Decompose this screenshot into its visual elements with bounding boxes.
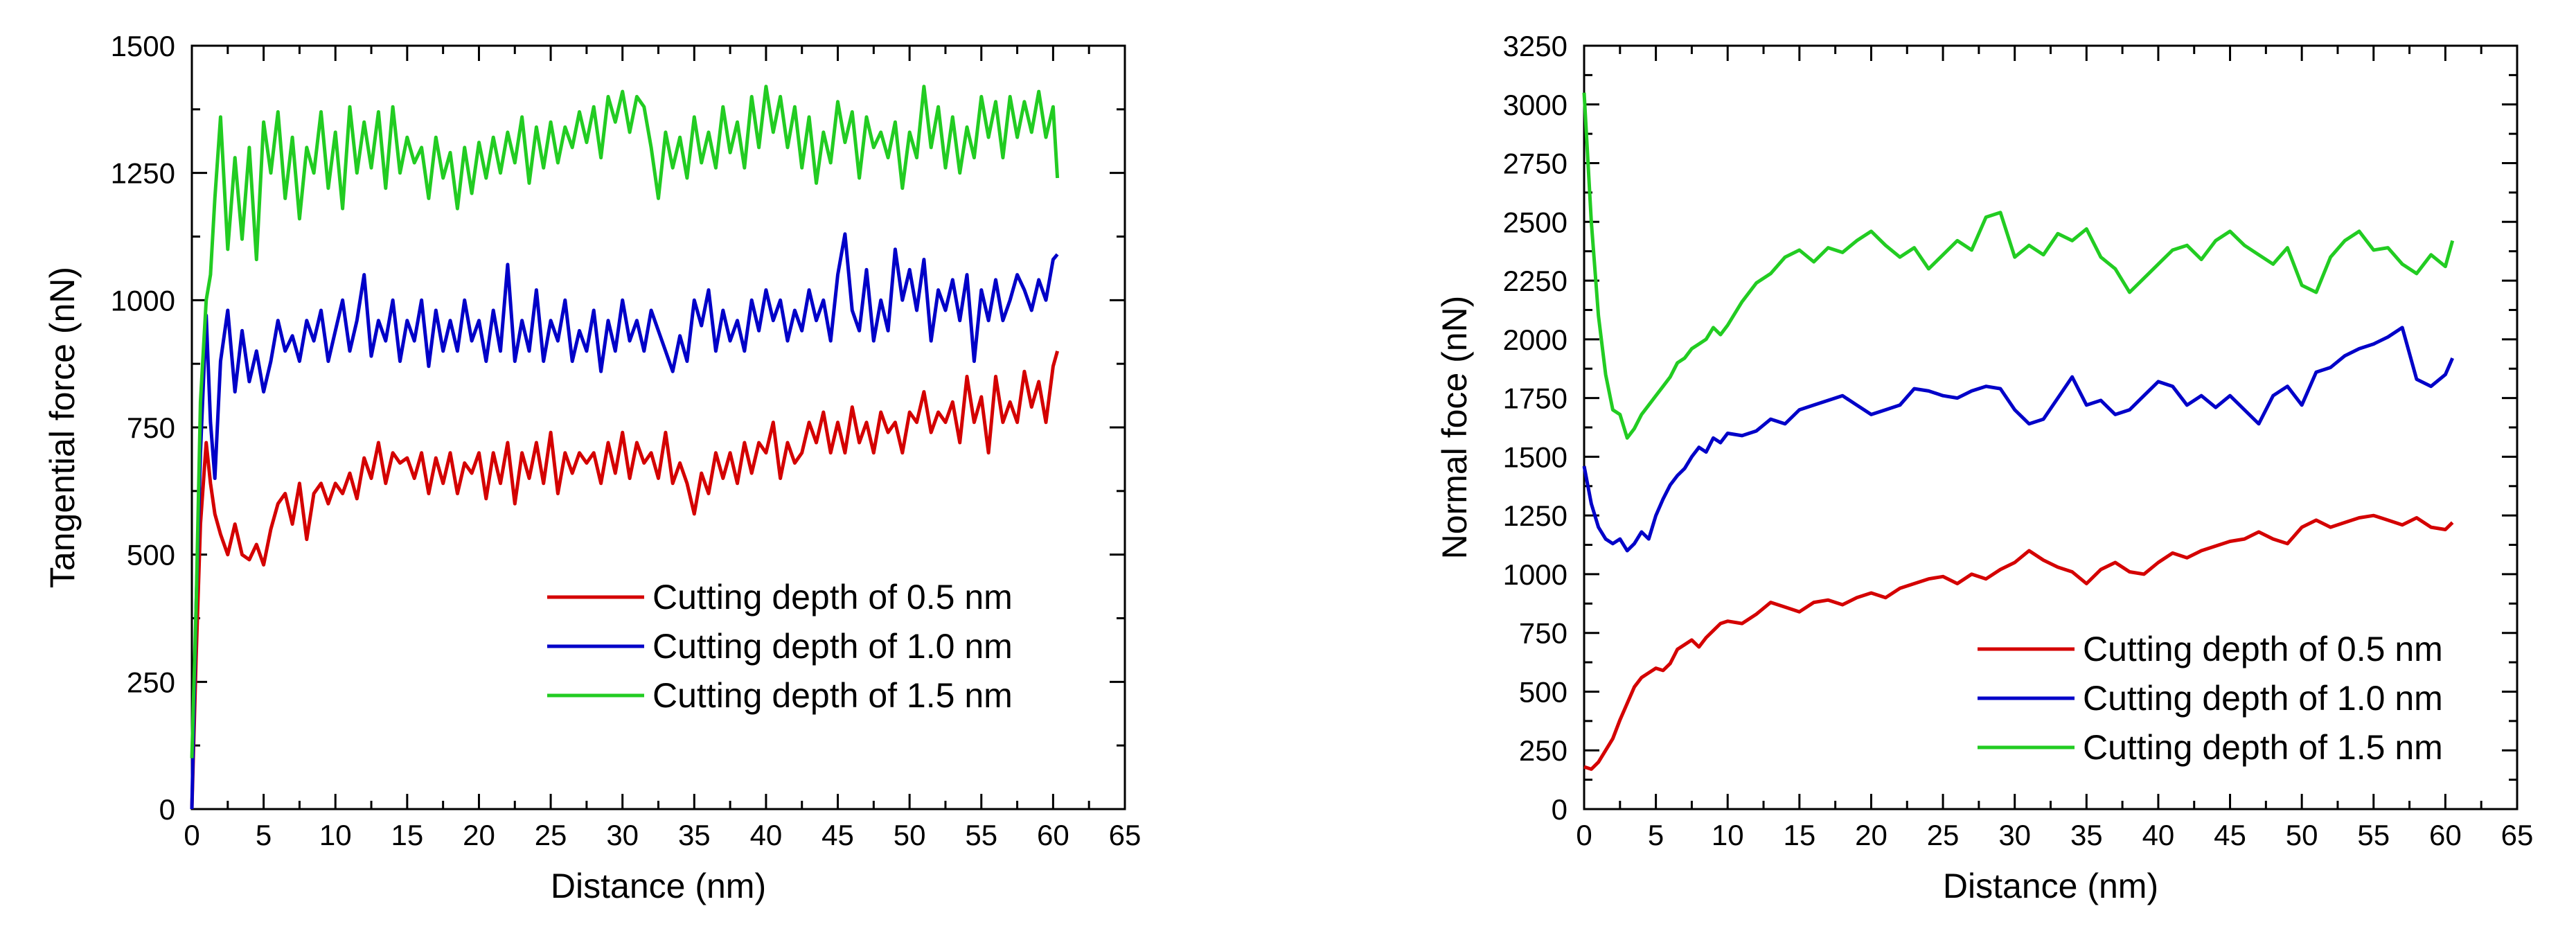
y-tick-label: 2250 bbox=[1503, 265, 1567, 297]
series-line-1 bbox=[190, 351, 1060, 810]
x-tick-label: 65 bbox=[1109, 819, 1142, 851]
y-tick-label: 0 bbox=[159, 793, 175, 826]
x-tick-label: 45 bbox=[2214, 819, 2246, 851]
series-line-1 bbox=[1583, 513, 2454, 771]
y-tick-label: 1250 bbox=[111, 157, 175, 190]
x-tick-label: 25 bbox=[535, 819, 567, 851]
series-line-2 bbox=[1582, 326, 2454, 553]
legend-label: Cutting depth of 0.5 nm bbox=[652, 578, 1013, 617]
y-tick-label: 1000 bbox=[111, 284, 175, 317]
x-tick-label: 0 bbox=[1576, 819, 1592, 851]
y-tick-label: 2500 bbox=[1503, 206, 1567, 238]
x-tick-label: 30 bbox=[1998, 819, 2031, 851]
y-tick-label: 1500 bbox=[1503, 441, 1567, 473]
legend-label: Cutting depth of 1.0 nm bbox=[2083, 679, 2443, 718]
y-tick-label: 0 bbox=[1552, 793, 1567, 826]
x-tick-label: 25 bbox=[1927, 819, 1960, 851]
x-tick-label: 5 bbox=[1648, 819, 1664, 851]
y-tick-label: 2000 bbox=[1503, 323, 1567, 356]
y-tick-label: 1250 bbox=[1503, 499, 1567, 532]
y-tick-label: 1750 bbox=[1503, 382, 1567, 415]
x-tick-label: 35 bbox=[678, 819, 711, 851]
legend-label: Cutting depth of 1.5 nm bbox=[2083, 728, 2443, 767]
y-tick-label: 3000 bbox=[1503, 89, 1567, 121]
x-tick-label: 65 bbox=[2501, 819, 2534, 851]
x-tick-label: 30 bbox=[606, 819, 639, 851]
legend: Cutting depth of 0.5 nm Cutting depth of … bbox=[547, 578, 1013, 715]
y-tick-label: 1000 bbox=[1503, 558, 1567, 591]
x-tick-label: 20 bbox=[1855, 819, 1887, 851]
x-tick-label: 40 bbox=[2142, 819, 2175, 851]
x-tick-label: 55 bbox=[2357, 819, 2390, 851]
x-tick-label: 55 bbox=[965, 819, 997, 851]
legend-label: Cutting depth of 0.5 nm bbox=[2083, 630, 2443, 668]
y-tick-label: 750 bbox=[1519, 617, 1567, 650]
legend: Cutting depth of 0.5 nm Cutting depth of … bbox=[1978, 630, 2443, 767]
x-tick-label: 5 bbox=[256, 819, 272, 851]
series-line-3 bbox=[190, 85, 1060, 759]
normal-force-chart: 0 5 10 15 20 25 30 35 40 45 50 55 60 65 0 250 500 750 1000… bbox=[1435, 30, 2533, 905]
y-axis-label: Normal foce (nN) bbox=[1435, 296, 1474, 560]
y-axis-label: Tangential force (nN) bbox=[43, 267, 82, 588]
y-tick-label: 750 bbox=[127, 411, 175, 444]
x-tick-label: 40 bbox=[750, 819, 783, 851]
x-tick-label: 15 bbox=[1783, 819, 1815, 851]
y-tick-label: 500 bbox=[127, 539, 175, 571]
y-tick-label: 250 bbox=[1519, 734, 1567, 767]
x-tick-label: 50 bbox=[2286, 819, 2318, 851]
x-tick-label: 15 bbox=[391, 819, 423, 851]
x-tick-label: 45 bbox=[821, 819, 854, 851]
x-tick-label: 60 bbox=[2429, 819, 2462, 851]
tangential-force-chart: 0 5 10 15 20 25 30 35 40 45 50 55 60 65 0 250 500 750 1000… bbox=[43, 30, 1141, 905]
x-tick-label: 10 bbox=[319, 819, 352, 851]
x-axis-label: Distance (nm) bbox=[1943, 867, 2158, 905]
y-tick-label: 2750 bbox=[1503, 148, 1567, 180]
legend-label: Cutting depth of 1.5 nm bbox=[652, 676, 1013, 715]
y-tick-label: 500 bbox=[1519, 675, 1567, 708]
x-tick-label: 0 bbox=[184, 819, 199, 851]
x-axis-label: Distance (nm) bbox=[551, 867, 766, 905]
x-tick-label: 50 bbox=[894, 819, 926, 851]
legend-label: Cutting depth of 1.0 nm bbox=[652, 627, 1013, 666]
x-tick-label: 35 bbox=[2070, 819, 2103, 851]
x-tick-label: 60 bbox=[1037, 819, 1069, 851]
series-line-2 bbox=[190, 232, 1059, 810]
y-tick-label: 250 bbox=[127, 666, 175, 698]
y-tick-label: 1500 bbox=[111, 30, 175, 62]
x-tick-label: 20 bbox=[463, 819, 495, 851]
x-tick-label: 10 bbox=[1712, 819, 1744, 851]
series-line-3 bbox=[1582, 92, 2455, 440]
y-tick-label: 3250 bbox=[1503, 30, 1567, 62]
